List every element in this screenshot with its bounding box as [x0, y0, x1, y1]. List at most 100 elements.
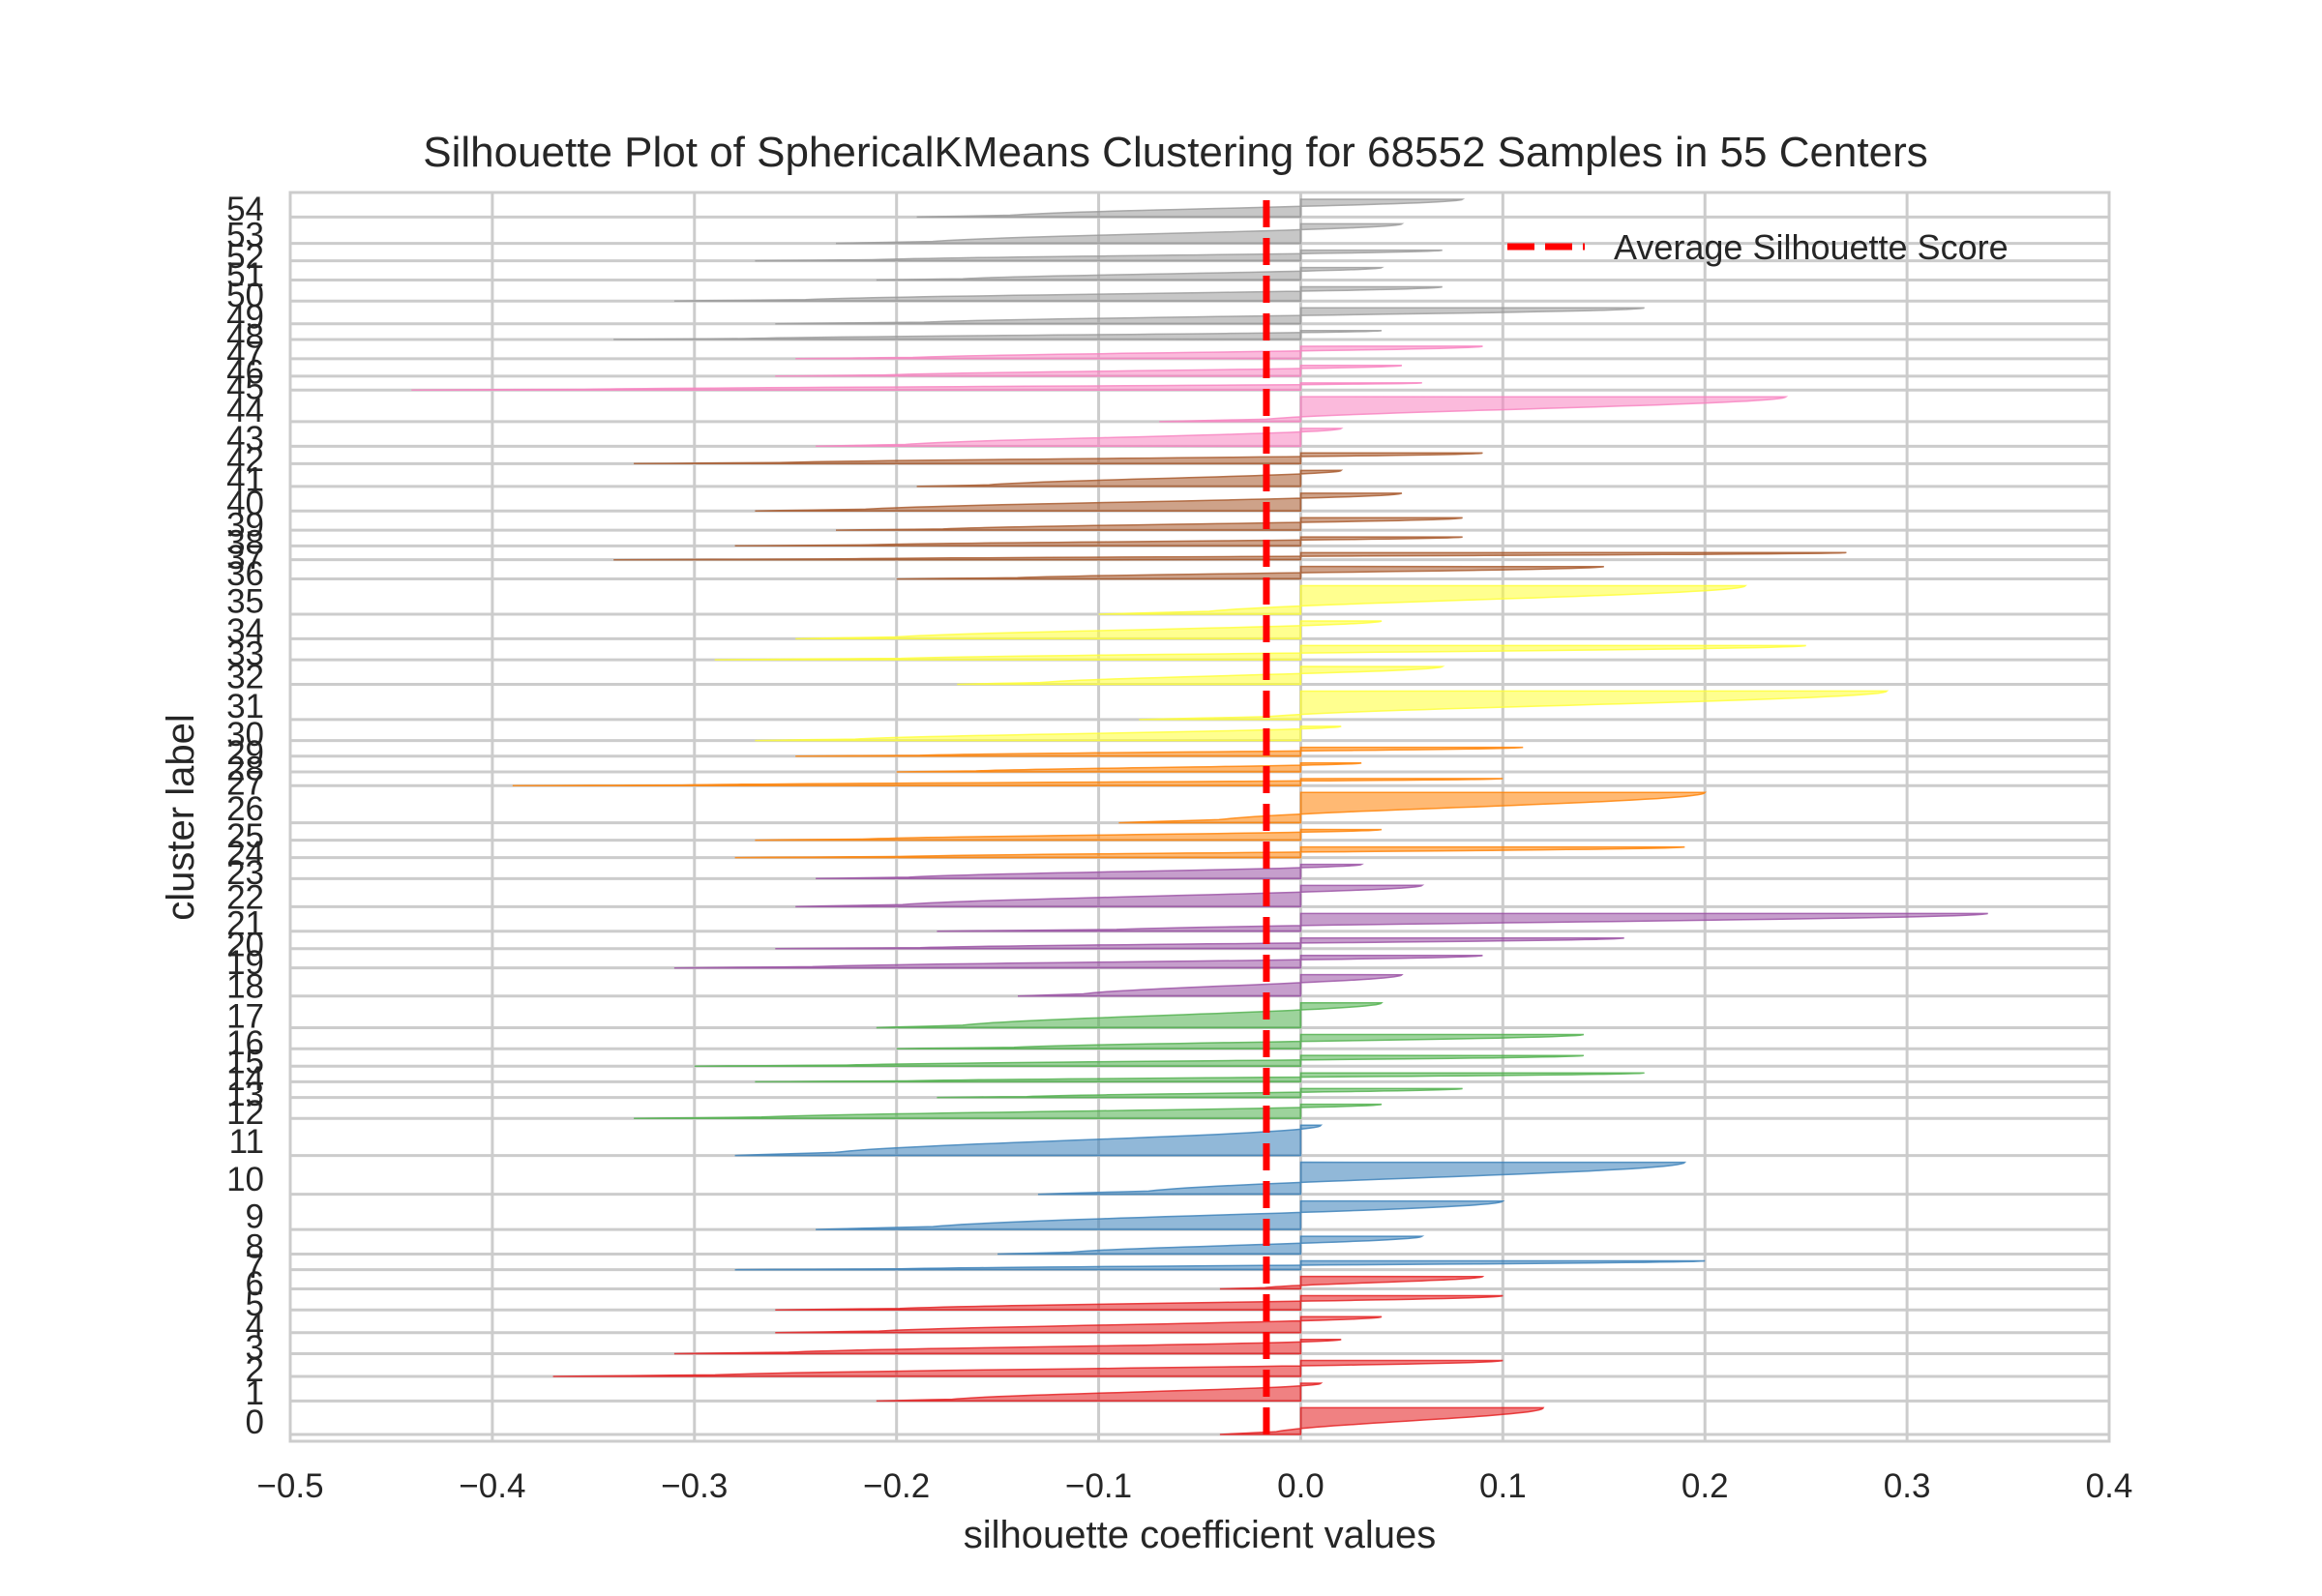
- cluster-label-51: 51: [226, 256, 264, 294]
- cluster-14-silhouette: [755, 1072, 1645, 1083]
- cluster-50-silhouette: [673, 285, 1443, 302]
- cluster-label-12: 12: [226, 1094, 264, 1132]
- cluster-31-silhouette: [1139, 690, 1890, 721]
- cluster-13-silhouette: [937, 1087, 1463, 1099]
- cluster-3-silhouette: [673, 1339, 1342, 1355]
- cluster-label-6: 6: [246, 1265, 264, 1303]
- x-tick-label: 0.1: [1479, 1467, 1527, 1505]
- cluster-45-silhouette: [411, 382, 1422, 391]
- y-axis-label: cluster label: [160, 714, 202, 920]
- cluster-29-silhouette: [795, 746, 1524, 757]
- cluster-label-8: 8: [246, 1227, 264, 1265]
- cluster-label-38: 38: [226, 524, 264, 562]
- x-tick-labels: −0.5 −0.4 −0.3 −0.2 −0.1 0.0 0.1 0.2 0.3 0.4: [256, 1467, 2132, 1505]
- cluster-label-35: 35: [226, 582, 264, 620]
- cluster-19-silhouette: [673, 955, 1483, 969]
- cluster-47-silhouette: [795, 345, 1483, 360]
- cluster-label-18: 18: [226, 968, 264, 1006]
- legend-label: Average Silhouette Score: [1614, 227, 2009, 267]
- cluster-10-silhouette: [1037, 1161, 1687, 1196]
- cluster-label-0: 0: [246, 1404, 264, 1441]
- cluster-11-silhouette: [734, 1124, 1324, 1157]
- cluster-0-silhouette: [1219, 1406, 1545, 1435]
- cluster-label-15: 15: [226, 1044, 264, 1081]
- cluster-label-16: 16: [226, 1024, 264, 1062]
- silhouette-areas: [411, 198, 1988, 1435]
- cluster-label-46: 46: [226, 353, 264, 391]
- cluster-label-40: 40: [226, 485, 264, 522]
- cluster-label-32: 32: [226, 658, 264, 695]
- cluster-34-silhouette: [795, 620, 1383, 640]
- cluster-label-24: 24: [226, 835, 264, 872]
- cluster-37-silhouette: [613, 551, 1847, 561]
- cluster-label-41: 41: [226, 461, 264, 499]
- x-tick-label: 0.4: [2086, 1467, 2133, 1505]
- cluster-21-silhouette: [937, 912, 1988, 932]
- cluster-label-29: 29: [226, 734, 264, 772]
- cluster-label-19: 19: [226, 944, 264, 982]
- cluster-label-10: 10: [226, 1161, 264, 1198]
- cluster-43-silhouette: [816, 428, 1344, 448]
- cluster-label-30: 30: [226, 716, 264, 754]
- cluster-label-48: 48: [226, 317, 264, 355]
- cluster-label-31: 31: [226, 688, 264, 725]
- cluster-label-42: 42: [226, 441, 264, 479]
- cluster-label-13: 13: [226, 1076, 264, 1113]
- x-tick-label: −0.2: [863, 1467, 930, 1505]
- cluster-label-3: 3: [246, 1329, 264, 1367]
- cluster-label-2: 2: [246, 1351, 264, 1389]
- cluster-39-silhouette: [835, 517, 1463, 531]
- cluster-33-silhouette: [714, 644, 1806, 661]
- cluster-label-9: 9: [246, 1197, 264, 1235]
- cluster-label-26: 26: [226, 790, 264, 828]
- cluster-label-53: 53: [226, 216, 264, 253]
- cluster-35-silhouette: [1098, 584, 1747, 615]
- x-tick-label: 0.0: [1277, 1467, 1325, 1505]
- cluster-18-silhouette: [1017, 973, 1404, 997]
- cluster-label-43: 43: [226, 420, 264, 458]
- cluster-label-47: 47: [226, 335, 264, 372]
- x-tick-label: −0.4: [459, 1467, 525, 1505]
- cluster-42-silhouette: [634, 452, 1483, 465]
- cluster-20-silhouette: [775, 937, 1624, 950]
- cluster-54-silhouette: [916, 198, 1466, 219]
- cluster-36-silhouette: [896, 565, 1605, 580]
- cluster-label-33: 33: [226, 635, 264, 673]
- cluster-51-silhouette: [876, 266, 1384, 281]
- cluster-label-1: 1: [246, 1374, 264, 1412]
- cluster-30-silhouette: [755, 725, 1342, 742]
- cluster-27-silhouette: [512, 778, 1503, 787]
- cluster-46-silhouette: [775, 365, 1403, 377]
- x-tick-label: −0.3: [661, 1467, 728, 1505]
- cluster-label-54: 54: [226, 191, 264, 228]
- cluster-label-20: 20: [226, 926, 264, 963]
- cluster-26-silhouette: [1118, 791, 1708, 824]
- cluster-53-silhouette: [835, 222, 1405, 245]
- cluster-label-17: 17: [226, 998, 264, 1036]
- cluster-52-silhouette: [755, 249, 1443, 262]
- cluster-44-silhouette: [1159, 396, 1789, 423]
- cluster-15-silhouette: [694, 1054, 1585, 1067]
- cluster-label-25: 25: [226, 817, 264, 855]
- cluster-17-silhouette: [876, 1001, 1384, 1029]
- cluster-5-silhouette: [775, 1294, 1503, 1311]
- cluster-1-silhouette: [876, 1382, 1324, 1403]
- legend: Average Silhouette Score: [1507, 227, 2009, 267]
- cluster-label-21: 21: [226, 905, 264, 943]
- cluster-label-11: 11: [229, 1123, 264, 1161]
- cluster-16-silhouette: [896, 1033, 1585, 1049]
- x-tick-label: −0.1: [1065, 1467, 1132, 1505]
- x-tick-label: 0.2: [1682, 1467, 1729, 1505]
- cluster-label-7: 7: [246, 1248, 264, 1286]
- cluster-12-silhouette: [634, 1103, 1383, 1120]
- cluster-label-23: 23: [226, 854, 264, 892]
- plot-frame: [288, 191, 2111, 1443]
- cluster-49-silhouette: [775, 307, 1645, 325]
- cluster-label-36: 36: [226, 555, 264, 593]
- cluster-label-4: 4: [246, 1308, 264, 1345]
- y-tick-labels: 0123456789101112131415161718192021222324…: [226, 191, 264, 1441]
- cluster-label-34: 34: [226, 612, 264, 650]
- cluster-label-52: 52: [226, 238, 264, 276]
- cluster-8-silhouette: [997, 1235, 1425, 1256]
